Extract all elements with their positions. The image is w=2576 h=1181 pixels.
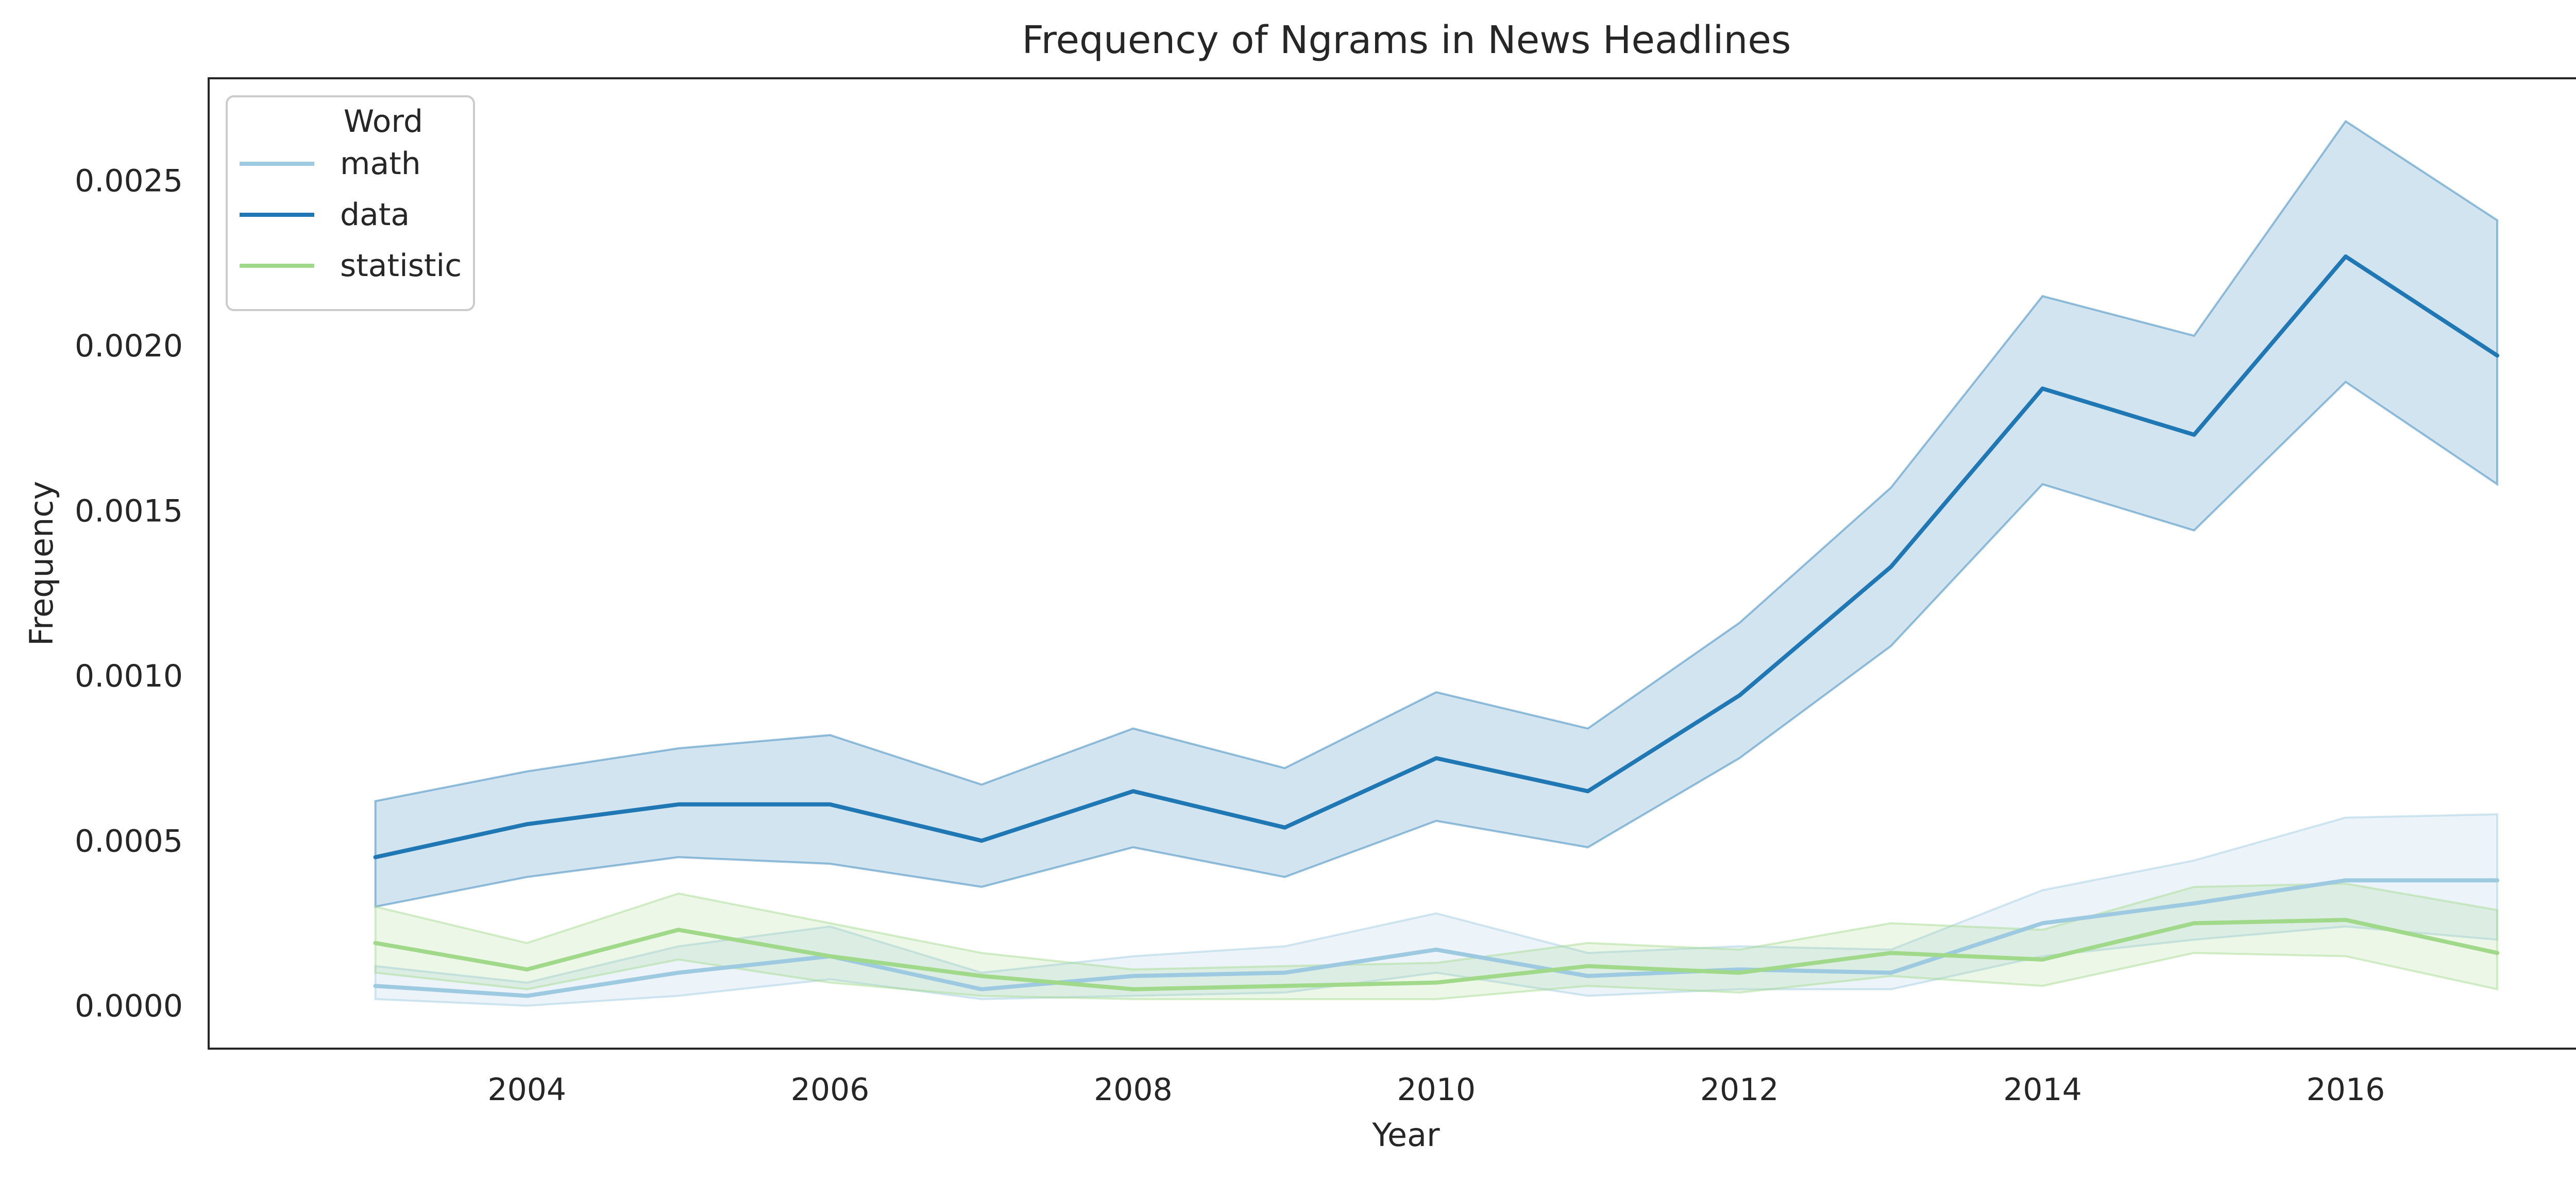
legend-item-statistic: statistic xyxy=(240,248,462,284)
plot-area xyxy=(208,77,2576,1050)
y-tick-label: 0.0020 xyxy=(75,328,183,364)
x-tick-label: 2006 xyxy=(791,1072,870,1108)
y-tick-label: 0.0015 xyxy=(75,493,183,529)
x-axis-label: Year xyxy=(1371,1116,1440,1154)
y-tick-label: 0.0000 xyxy=(75,988,183,1024)
x-tick-label: 2008 xyxy=(1094,1072,1173,1108)
legend: Word math data statistic xyxy=(226,95,475,311)
plot-frame xyxy=(208,77,2576,1050)
legend-label-data: data xyxy=(340,197,410,233)
y-tick-label: 0.0005 xyxy=(75,823,183,859)
y-tick-label: 0.0025 xyxy=(75,163,183,199)
legend-label-statistic: statistic xyxy=(340,248,462,284)
legend-title: Word xyxy=(344,104,423,140)
series-line-data xyxy=(373,254,2500,860)
y-tick-label: 0.0010 xyxy=(75,658,183,694)
y-axis: 0.0000 0.0005 0.0010 0.0015 0.0020 0.0025 xyxy=(75,163,183,1024)
legend-item-math: math xyxy=(240,146,421,182)
series-lines xyxy=(373,254,2500,998)
confidence-band-data xyxy=(374,119,2499,908)
legend-items: math data statistic xyxy=(240,146,462,284)
series-line-math xyxy=(373,878,2500,998)
x-axis: 2004 2006 2008 2010 2012 2014 2016 xyxy=(487,1072,2385,1108)
x-tick-label: 2010 xyxy=(1397,1072,1476,1108)
x-tick-label: 2014 xyxy=(2003,1072,2082,1108)
y-axis-label: Frequency xyxy=(23,481,60,646)
legend-box xyxy=(226,95,475,311)
x-tick-label: 2016 xyxy=(2307,1072,2385,1108)
confidence-band-statistic xyxy=(374,882,2499,1000)
x-tick-label: 2004 xyxy=(487,1072,566,1108)
legend-label-math: math xyxy=(340,146,421,182)
legend-item-data: data xyxy=(240,197,410,233)
x-tick-label: 2012 xyxy=(1700,1072,1779,1108)
plot-background xyxy=(209,78,2576,1049)
chart-title: Frequency of Ngrams in News Headlines xyxy=(1022,18,1791,62)
series-line-statistic xyxy=(373,918,2500,991)
